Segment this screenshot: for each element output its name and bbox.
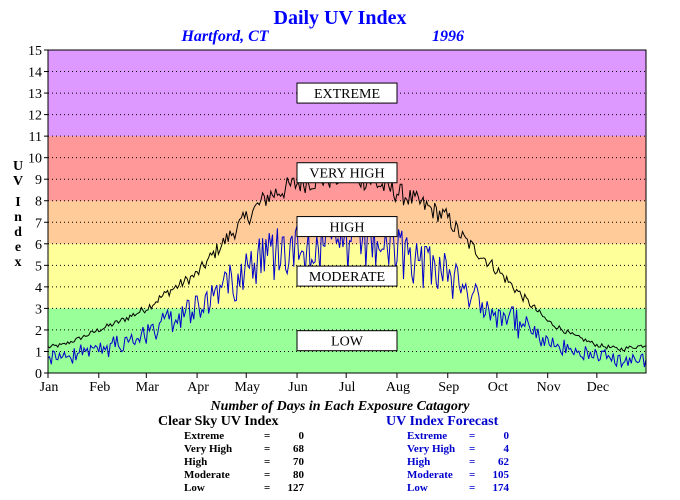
y-tick-label: 7 — [35, 216, 42, 231]
row-value: 68 — [293, 443, 304, 455]
forecast-row: Moderate = 105 — [407, 469, 510, 481]
zone-label: HIGH — [330, 221, 365, 236]
row-value: 174 — [492, 482, 510, 494]
chart-subtitle-year: 1996 — [432, 28, 464, 45]
zone-label-box — [296, 162, 398, 184]
zone-labels: LOW MODERATE HIGH VERY HIGH EXTREME — [296, 82, 398, 352]
y-axis-label-letter: x — [15, 255, 22, 270]
row-value: 4 — [503, 443, 510, 455]
y-tick-label: 10 — [28, 152, 42, 167]
y-tick-label: 13 — [28, 87, 42, 102]
row-value: 0 — [503, 430, 510, 442]
row-label: Extreme — [407, 430, 448, 442]
x-tick-label: Apr — [187, 380, 209, 395]
y-tick-label: 12 — [28, 109, 42, 124]
y-axis-label-letter: V — [13, 174, 23, 189]
forecast-row: Extreme = 0 — [407, 430, 510, 442]
y-tick-label: 5 — [35, 259, 42, 274]
row-value: 105 — [492, 469, 510, 481]
row-label: Moderate — [184, 469, 230, 481]
row-label: Low — [184, 482, 205, 494]
zone-label-box — [296, 265, 398, 287]
forecast-summary: UV Index Forecast Extreme = 0 Very High = 4 … — [386, 414, 509, 495]
forecast-row: Low = 174 — [407, 482, 510, 494]
plot-frame — [47, 49, 647, 374]
forecast-series-line — [47, 216, 647, 369]
y-axis-label-letter: U — [13, 159, 23, 174]
y-tick-label: 15 — [28, 44, 42, 59]
x-tick-label: Jun — [288, 380, 307, 395]
x-axis-ticks: Jan Feb Mar Apr May Jun Jul Aug Sep Oct Nov Dec — [40, 373, 609, 395]
row-value: 0 — [298, 430, 305, 442]
clear-sky-row: Moderate = 80 — [184, 469, 304, 481]
x-tick-label: Sep — [438, 380, 459, 395]
clear-sky-heading: Clear Sky UV Index — [158, 414, 279, 429]
x-tick-label: Oct — [488, 380, 508, 395]
y-axis-label-letter: I — [15, 195, 20, 210]
y-tick-label: 14 — [28, 66, 42, 81]
clear-sky-row: High = 70 — [184, 456, 304, 468]
row-label: Very High — [407, 443, 456, 455]
y-tick-label: 11 — [29, 130, 42, 145]
y-tick-label: 9 — [35, 173, 42, 188]
x-tick-label: Jul — [339, 380, 355, 395]
row-value: 80 — [293, 469, 304, 481]
row-label: Low — [407, 482, 428, 494]
row-label: High — [184, 456, 208, 468]
forecast-row: High = 62 — [407, 456, 509, 468]
zone-label-box — [296, 330, 398, 352]
row-label: Very High — [184, 443, 233, 455]
zone-label: VERY HIGH — [309, 167, 384, 182]
x-tick-label: May — [234, 380, 260, 395]
x-tick-label: Dec — [587, 380, 610, 395]
y-tick-label: 1 — [35, 345, 42, 360]
y-axis-label-letter: n — [14, 210, 22, 225]
clear-sky-row: Extreme = 0 — [184, 430, 305, 442]
zone-label-box — [296, 216, 398, 238]
zone-label-box — [296, 82, 398, 104]
clear-sky-summary: Clear Sky UV Index Extreme = 0 Very High = 6… — [158, 414, 304, 495]
x-tick-label: Mar — [136, 380, 160, 395]
chart-subtitle-location: Hartford, CT — [180, 28, 269, 45]
y-axis-label-letter: e — [15, 240, 21, 255]
row-value: 62 — [498, 456, 509, 468]
x-tick-label: Jan — [40, 380, 59, 395]
x-tick-label: Feb — [89, 380, 110, 395]
row-label: Extreme — [184, 430, 225, 442]
clear-sky-row: Low = 127 — [184, 482, 305, 494]
y-tick-label: 3 — [35, 302, 42, 317]
forecast-row: Very High = 4 — [407, 443, 510, 455]
row-label: High — [407, 456, 431, 468]
clear-sky-row: Very High = 68 — [184, 443, 304, 455]
row-value: 70 — [293, 456, 304, 468]
zone-label: MODERATE — [309, 270, 385, 285]
y-tick-label: 4 — [35, 281, 42, 296]
chart-title: Daily UV Index — [274, 7, 407, 29]
summary-title: Number of Days in Each Exposure Catagory — [210, 399, 470, 414]
row-value: 127 — [287, 482, 305, 494]
y-tick-label: 2 — [35, 324, 42, 339]
y-axis-label-letter: d — [14, 225, 22, 240]
zone-label: LOW — [331, 335, 364, 350]
x-tick-label: Nov — [537, 380, 561, 395]
y-tick-label: 8 — [35, 195, 42, 210]
y-tick-label: 0 — [35, 367, 42, 382]
x-tick-label: Aug — [386, 380, 410, 395]
uv-chart: Daily UV Index Hartford, CT 1996 LOW MODE… — [13, 7, 647, 395]
row-label: Moderate — [407, 469, 453, 481]
y-tick-label: 6 — [35, 238, 42, 253]
zone-label: EXTREME — [314, 87, 380, 102]
forecast-heading: UV Index Forecast — [386, 414, 499, 429]
